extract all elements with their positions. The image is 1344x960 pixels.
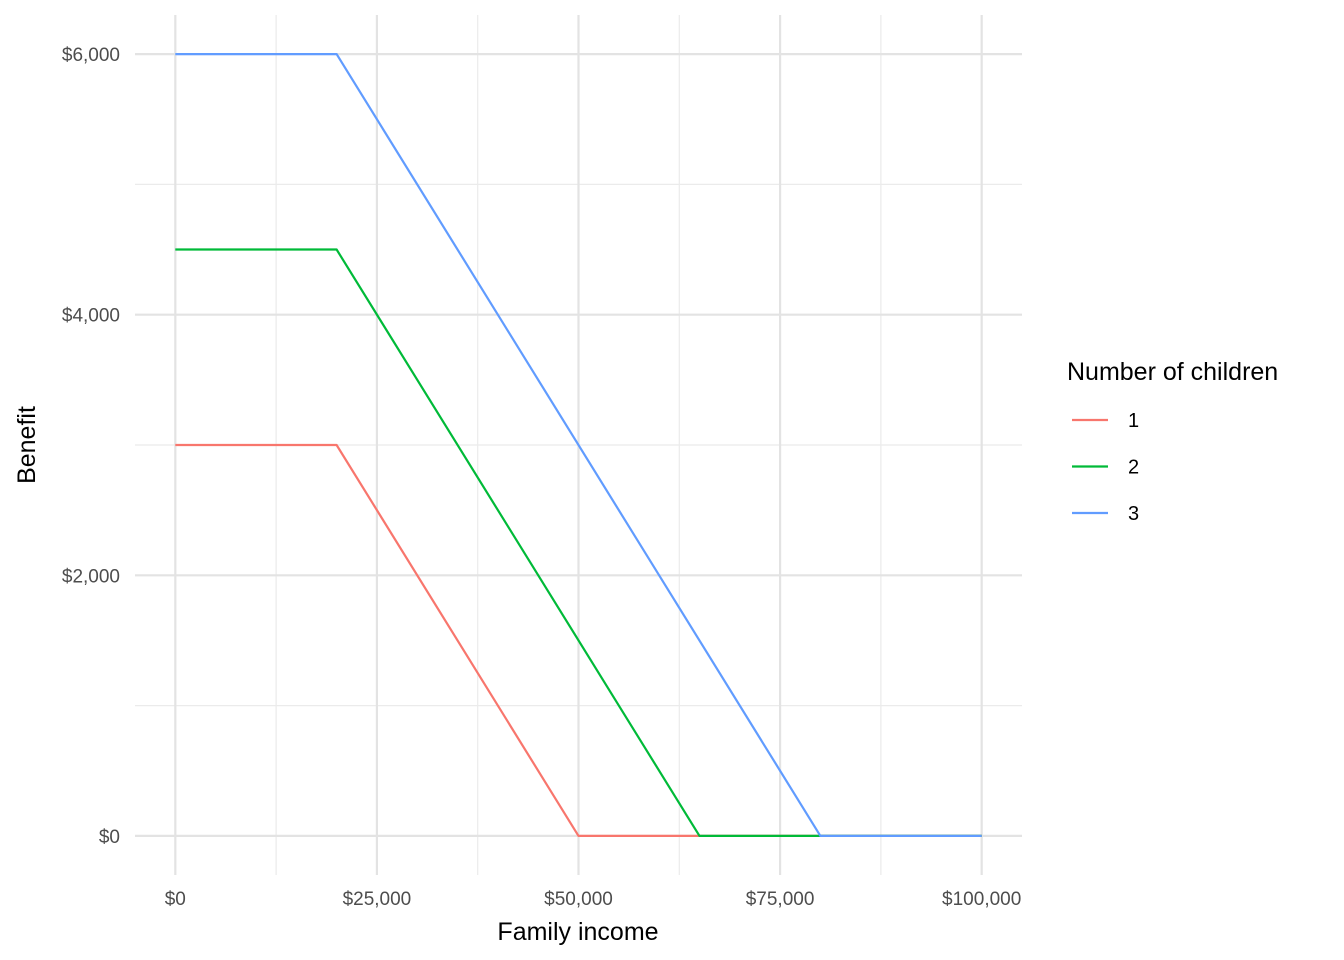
legend-label-1: 1 [1128,410,1139,432]
x-axis-title: Family income [497,918,658,946]
legend-label-3: 3 [1128,503,1139,525]
y-tick-labels: $0 $2,000 $4,000 $6,000 [62,45,120,848]
x-tick-label: $0 [165,889,186,910]
series-lines [175,52,982,838]
x-tick-label: $100,000 [942,889,1021,910]
legend: Number of children 1 2 3 [1067,358,1278,525]
x-tick-label: $50,000 [544,889,613,910]
y-tick-label: $6,000 [62,45,120,66]
series-line-3 [175,52,982,838]
legend-label-2: 2 [1128,457,1139,479]
x-tick-label: $75,000 [746,889,815,910]
x-tick-labels: $0 $25,000 $50,000 $75,000 $100,000 [165,889,1022,910]
y-tick-label: $2,000 [62,566,120,587]
x-tick-label: $25,000 [343,889,412,910]
y-axis-title: Benefit [13,406,41,484]
y-tick-label: $4,000 [62,306,120,327]
y-tick-label: $0 [99,827,120,848]
legend-title: Number of children [1067,358,1278,386]
